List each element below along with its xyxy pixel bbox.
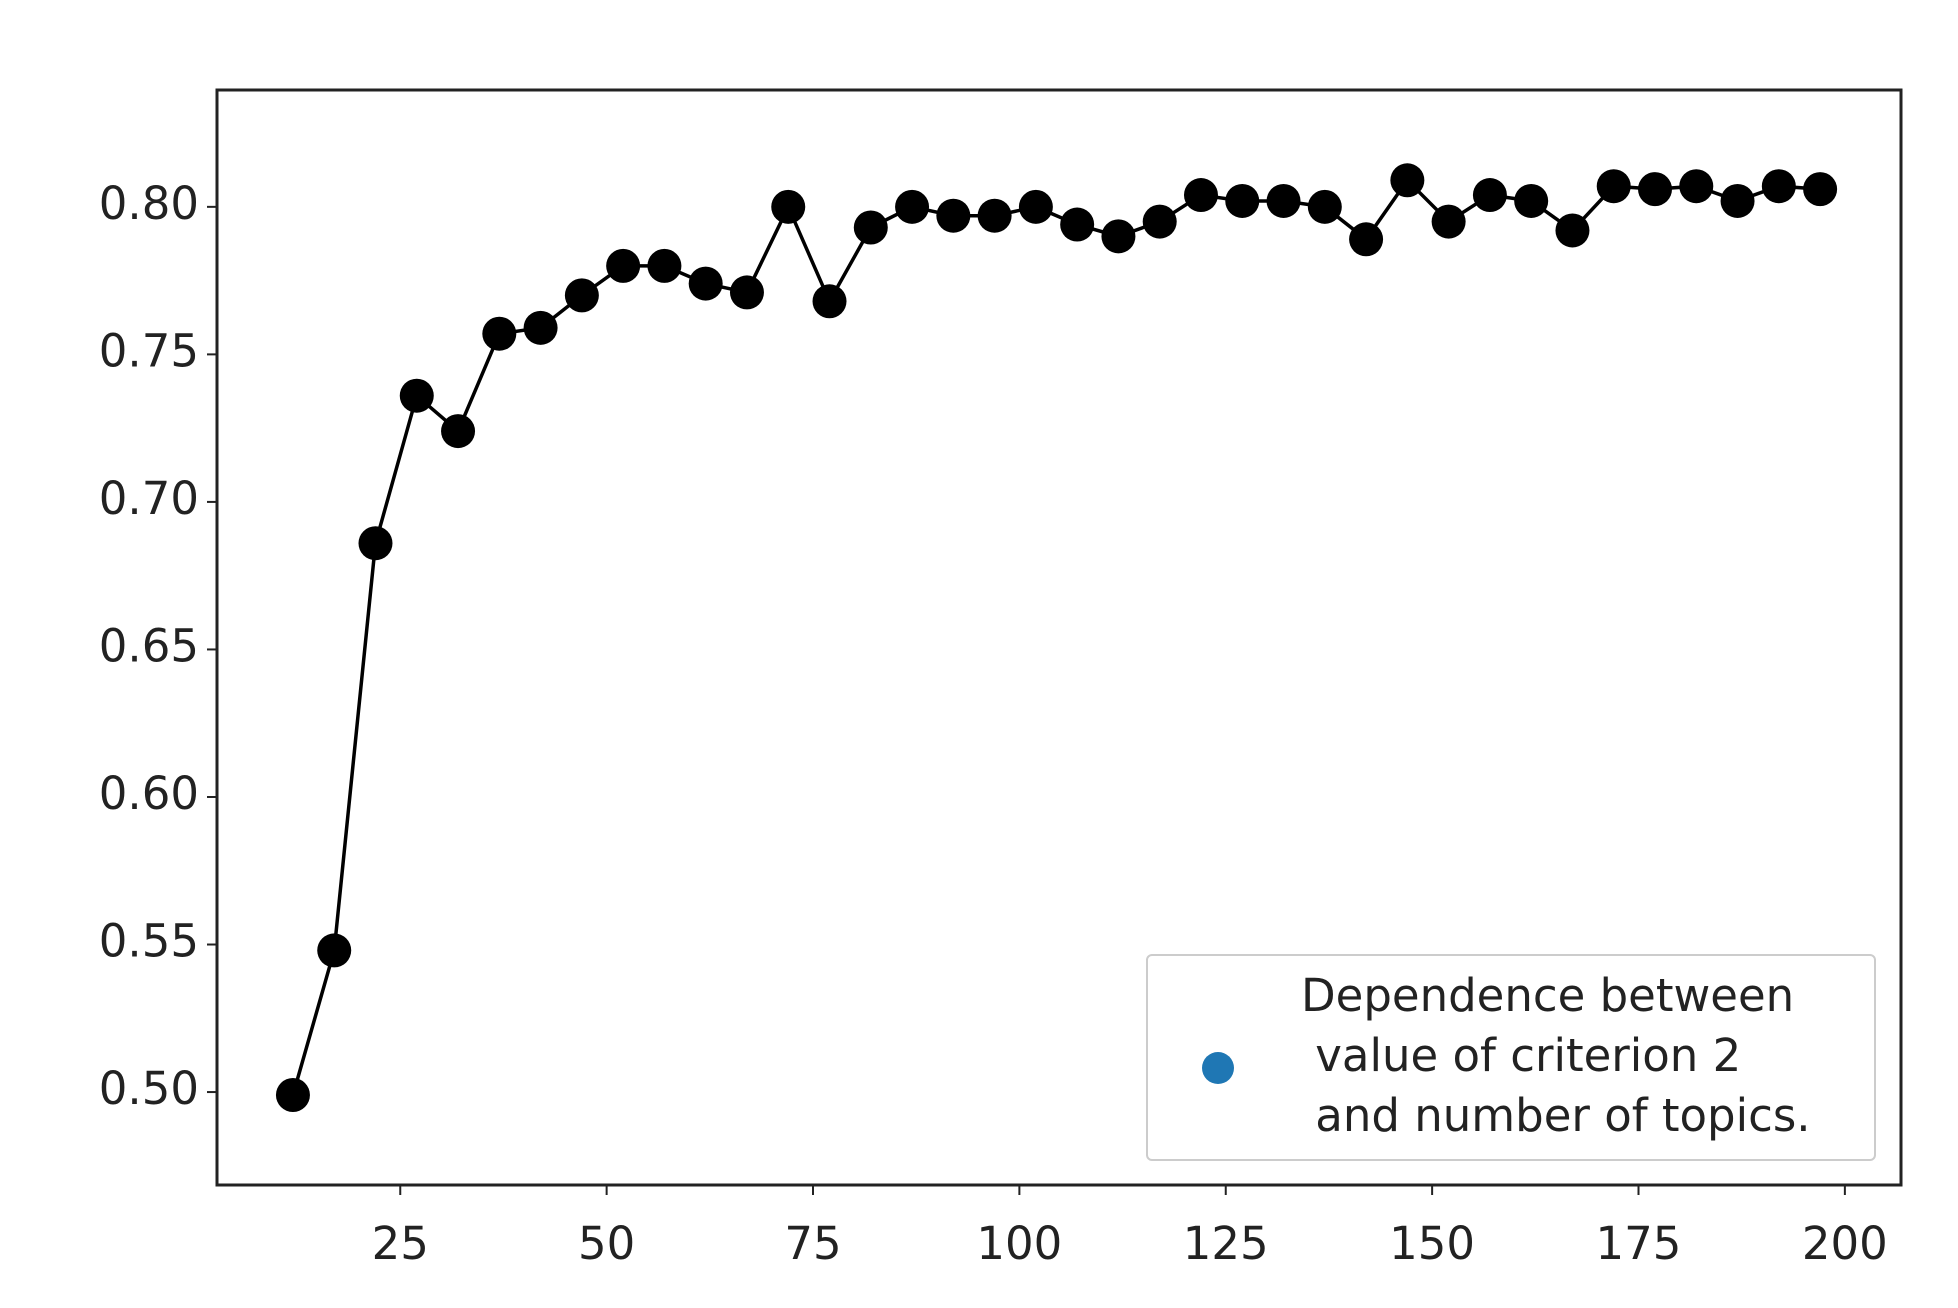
y-tick-label: 0.65 <box>99 619 199 672</box>
data-point <box>1555 213 1590 248</box>
data-point <box>1225 183 1260 218</box>
y-tick-label: 0.60 <box>99 767 199 820</box>
x-tick-label: 75 <box>784 1217 841 1270</box>
data-point <box>399 378 434 413</box>
data-point <box>1679 169 1714 204</box>
x-tick-label: 50 <box>578 1217 635 1270</box>
x-tick-label: 25 <box>372 1217 429 1270</box>
data-point <box>853 210 888 245</box>
data-point <box>1101 219 1136 254</box>
data-point <box>358 526 393 561</box>
data-point <box>1142 204 1177 239</box>
y-tick-label: 0.75 <box>99 324 199 377</box>
data-point <box>812 284 847 319</box>
data-point <box>1266 183 1301 218</box>
data-point <box>729 275 764 310</box>
legend-label: Dependence between value of criterion 2 … <box>1301 969 1811 1142</box>
data-point <box>1761 169 1796 204</box>
data-point <box>1720 183 1755 218</box>
data-point <box>1803 172 1838 207</box>
y-tick-label: 0.70 <box>99 472 199 525</box>
data-point <box>1514 183 1549 218</box>
data-point <box>1060 207 1095 242</box>
legend: Dependence between value of criterion 2 … <box>1146 954 1876 1161</box>
data-point <box>1183 178 1218 213</box>
data-point <box>771 189 806 224</box>
y-tick-label: 0.80 <box>99 177 199 230</box>
data-point <box>977 198 1012 233</box>
data-point <box>523 310 558 345</box>
x-tick-label: 150 <box>1389 1217 1475 1270</box>
data-point <box>317 933 352 968</box>
data-point <box>647 248 682 283</box>
data-point <box>1018 189 1053 224</box>
y-tick-label: 0.55 <box>99 915 199 968</box>
y-tick-label: 0.50 <box>99 1062 199 1115</box>
data-point <box>1390 163 1425 198</box>
data-point <box>564 278 599 313</box>
plot-frame <box>215 88 1903 1187</box>
x-tick-label: 200 <box>1802 1217 1888 1270</box>
data-point <box>275 1078 310 1113</box>
data-point <box>606 248 641 283</box>
x-tick-label: 125 <box>1183 1217 1269 1270</box>
data-point <box>1307 189 1342 224</box>
data-point <box>1431 204 1466 239</box>
data-point <box>1638 172 1673 207</box>
x-tick-label: 100 <box>976 1217 1062 1270</box>
x-tick-label: 175 <box>1596 1217 1682 1270</box>
data-point <box>1596 169 1631 204</box>
data-point <box>895 189 930 224</box>
data-point <box>936 198 971 233</box>
data-point <box>1472 178 1507 213</box>
data-point <box>441 414 476 449</box>
data-point <box>688 266 723 301</box>
data-point <box>482 316 517 351</box>
legend-marker <box>1202 1052 1234 1084</box>
data-point <box>1349 222 1384 257</box>
